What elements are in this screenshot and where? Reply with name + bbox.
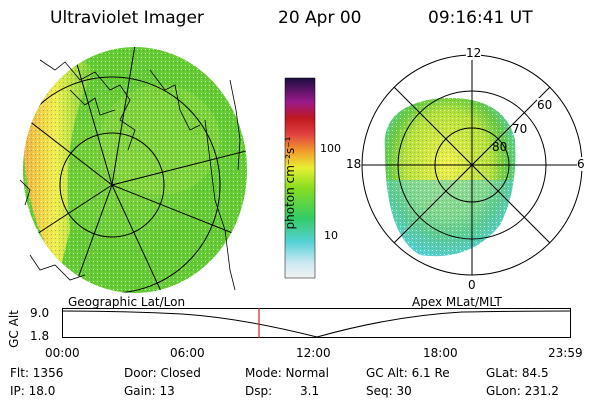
- altitude-curve: [61, 310, 572, 338]
- altitude-ytick-1-8: 1.8: [30, 329, 50, 343]
- time-tick-0600: 06:00: [170, 346, 205, 360]
- instrument-title: Ultraviolet Imager: [50, 8, 204, 28]
- mlt-label-18: 18: [346, 157, 362, 171]
- colorbar-tick-10: 10: [324, 229, 338, 242]
- colorbar-tick-100: 100: [320, 142, 341, 155]
- door-status: Door: Closed: [124, 366, 201, 380]
- mode-value: Mode: Normal: [245, 366, 329, 380]
- seq-value: Seq: 30: [366, 384, 412, 398]
- time-tick-0000: 00:00: [45, 346, 80, 360]
- gc-alt-value: GC Alt: 6.1 Re: [366, 366, 450, 380]
- time-label: 09:16:41 UT: [428, 8, 533, 28]
- mlt-label-0: 0: [468, 278, 476, 292]
- altitude-plot: [61, 308, 572, 338]
- time-tick-2359: 23:59: [548, 346, 583, 360]
- lat-label-80: 80: [492, 140, 508, 154]
- altitude-ylabel: GC Alt: [7, 310, 21, 348]
- lat-label-70: 70: [512, 122, 528, 136]
- flight-number: Flt: 1356: [10, 366, 64, 380]
- glon-value: GLon: 231.2: [486, 384, 559, 398]
- coastlines: [19, 59, 241, 291]
- glat-value: GLat: 84.5: [486, 366, 549, 380]
- right-panel-caption: Apex MLat/MLT: [412, 295, 502, 309]
- time-tick-1800: 18:00: [423, 346, 458, 360]
- mlt-label-12: 12: [466, 46, 482, 60]
- mlt-label-6: 6: [577, 157, 585, 171]
- dsp-label: Dsp:: [245, 384, 273, 398]
- time-tick-1200: 12:00: [296, 346, 331, 360]
- left-panel-caption: Geographic Lat/Lon: [68, 295, 186, 309]
- dsp-value: 3.1: [300, 384, 320, 398]
- ip-value: IP: 18.0: [10, 384, 56, 398]
- lat-label-60: 60: [537, 98, 553, 112]
- altitude-ytick-9: 9.0: [30, 306, 50, 320]
- colorbar: [284, 77, 316, 279]
- gain-value: Gain: 13: [124, 384, 175, 398]
- date-label: 20 Apr 00: [278, 8, 362, 28]
